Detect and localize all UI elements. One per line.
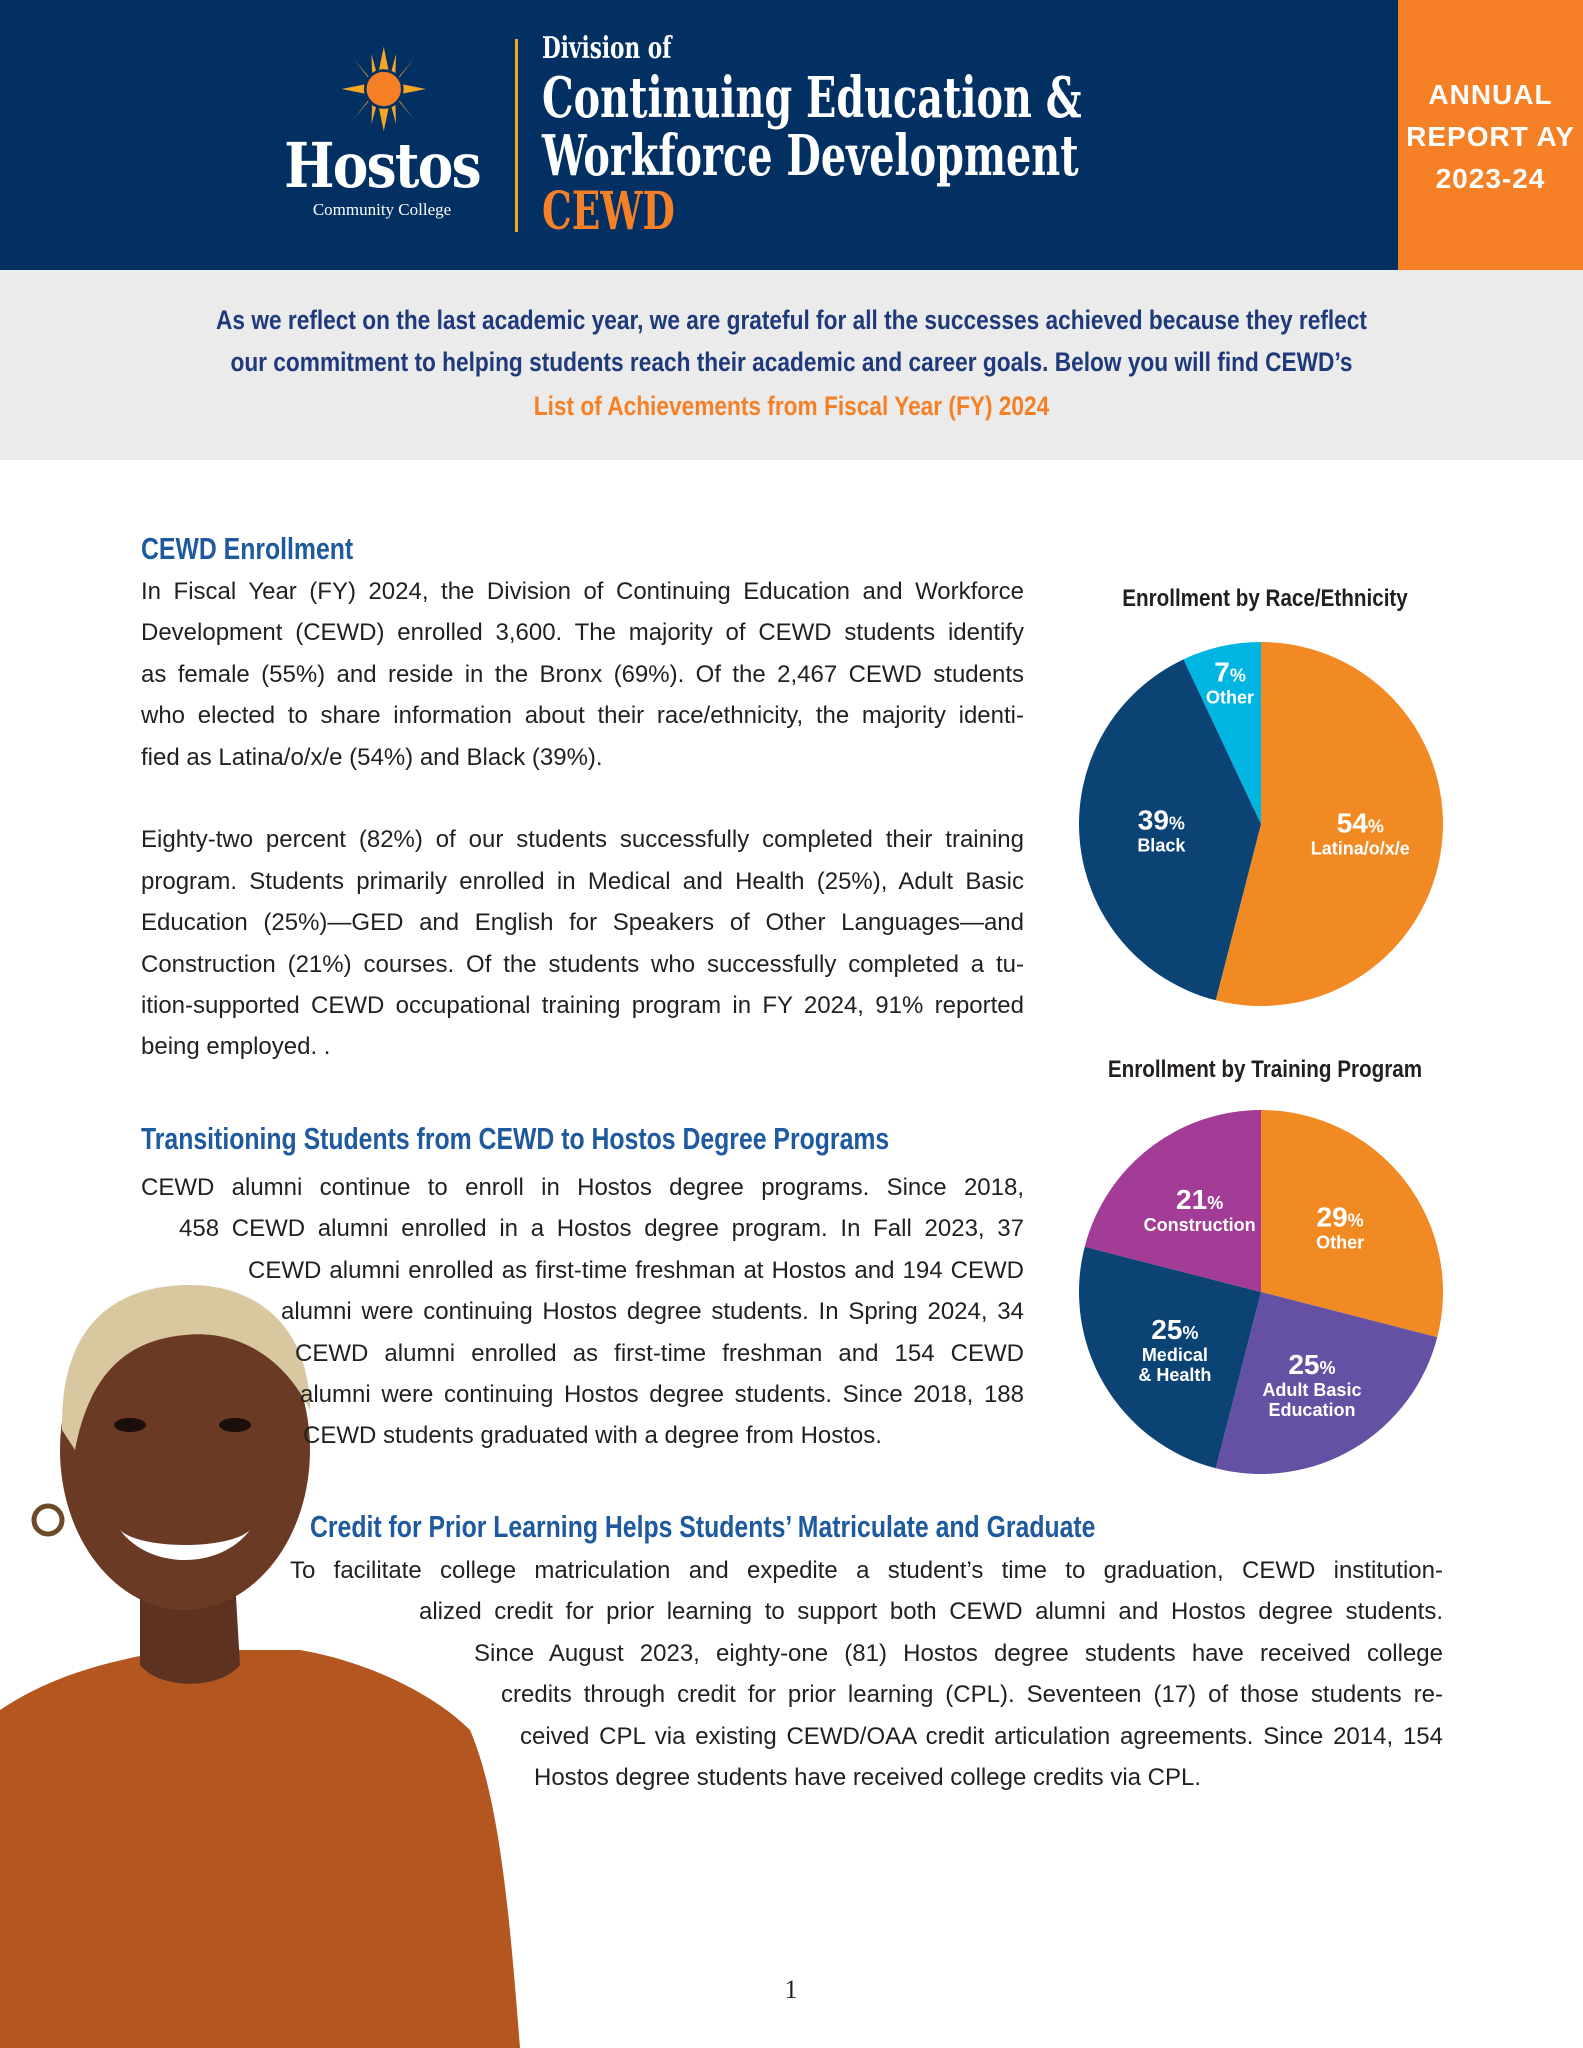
report-line: ANNUAL — [1428, 79, 1553, 110]
header-banner — [0, 0, 1398, 270]
student-photo — [0, 1285, 520, 2048]
race-ethnicity-pie: 54% Latina/o/x/e 39% Black 7% Other — [1079, 642, 1443, 1006]
paragraph-line: CEWD students graduated with a degree fr… — [303, 1422, 882, 1450]
section-heading: Transitioning Students from CEWD to Host… — [141, 1121, 890, 1156]
paragraph-line: To facilitate college matriculation and … — [290, 1557, 1443, 1584]
title-line-1: Continuing Education & — [542, 65, 1082, 131]
paragraph-line: as female (55%) and reside in the Bronx … — [141, 660, 1024, 688]
hostos-logo: Hostos Community College — [262, 45, 502, 225]
logo-wordmark: Hostos — [284, 129, 482, 202]
paragraph-line: alized credit for prior learning to supp… — [419, 1598, 1443, 1626]
pie-label: 25% Medical & Health — [1138, 1314, 1211, 1385]
transition-paragraph: CEWD alumni continue to enroll in Hostos… — [0, 1167, 1024, 1457]
header-divider — [515, 39, 518, 232]
enrollment-paragraph: In Fiscal Year (FY) 2024, the Division o… — [141, 571, 1024, 1068]
paragraph-line: In Fiscal Year (FY) 2024, the Division o… — [141, 578, 1024, 605]
report-line: REPORT AY — [1406, 121, 1575, 152]
paragraph-line: program. Students primarily enrolled in … — [141, 867, 1024, 895]
paragraph-line: Construction (21%) courses. Of the stude… — [141, 950, 1024, 978]
pie-label: 54% Latina/o/x/e — [1311, 808, 1410, 859]
title-line-2: Workforce Development — [542, 123, 1079, 189]
training-program-pie: 29% Other 25% Adult Basic Education 25% Medica… — [1079, 1110, 1443, 1474]
paragraph-line: fied as Latina/o/x/e (54%) and Black (39… — [141, 743, 603, 771]
pie-label: 29% Other — [1316, 1202, 1364, 1253]
pie-label: 21% Construction — [1144, 1184, 1256, 1235]
paragraph-line: Development (CEWD) enrolled 3,600. The m… — [141, 619, 1024, 647]
paragraph-line: 458 CEWD alumni enrolled in a Hostos deg… — [179, 1215, 1024, 1243]
chart-title: Enrollment by Training Program — [1107, 1056, 1423, 1083]
paragraph-line: credits through credit for prior learnin… — [501, 1681, 1443, 1709]
paragraph-line: Since August 2023, eighty-one (81) Hosto… — [474, 1639, 1443, 1667]
section-heading: Credit for Prior Learning Helps Students… — [310, 1509, 1096, 1544]
intro-line: our commitment to helping students reach… — [230, 347, 1353, 377]
paragraph-line: being employed. . — [141, 1033, 331, 1061]
pie-slice — [1215, 642, 1443, 1006]
paragraph-line: Hostos degree students have received col… — [534, 1763, 1202, 1791]
report-line: 2023-24 — [1435, 163, 1546, 194]
pie-label: 7% Other — [1206, 656, 1254, 707]
paragraph-line: CEWD alumni continue to enroll in Hostos… — [141, 1174, 1024, 1201]
title-acronym: CEWD — [542, 181, 675, 242]
paragraph-line: ceived CPL via existing CEWD/OAA credit … — [520, 1722, 1443, 1750]
pie-slice — [1261, 1110, 1443, 1338]
intro-line: As we reflect on the last academic year,… — [216, 305, 1367, 335]
annual-report-badge: ANNUAL REPORT AY 2023-24 — [1398, 0, 1583, 270]
pie-label: 39% Black — [1137, 804, 1186, 855]
sun-icon — [341, 46, 426, 132]
paragraph-line: Eighty-two percent (82%) of our students… — [141, 826, 1024, 854]
section-heading: CEWD Enrollment — [141, 531, 354, 566]
logo-subtitle: Community College — [312, 200, 452, 219]
chart-title: Enrollment by Race/Ethnicity — [1122, 585, 1408, 612]
pie-slice — [1079, 659, 1261, 1001]
pie-slice — [1079, 1246, 1261, 1469]
division-label: Division of — [542, 31, 672, 66]
pie-slice — [1215, 1292, 1438, 1474]
pie-slice — [1084, 1110, 1261, 1292]
pie-label: 25% Adult Basic Education — [1262, 1349, 1361, 1420]
paragraph-line: alumni were continuing Hostos degree stu… — [300, 1380, 1024, 1408]
intro-band: As we reflect on the last academic year,… — [0, 270, 1583, 460]
paragraph-line: CEWD alumni enrolled as first-time fresh… — [295, 1339, 1024, 1367]
paragraph-line: ition-supported CEWD occupational traini… — [141, 991, 1024, 1019]
page-number: 1 — [784, 1975, 798, 2004]
paragraph-line: alumni were continuing Hostos degree stu… — [281, 1298, 1024, 1326]
pie-slice — [1183, 642, 1261, 824]
paragraph-line: Education (25%)—GED and English for Spea… — [141, 909, 1024, 937]
paragraph-line: who elected to share information about t… — [141, 702, 1024, 730]
paragraph-line: CEWD alumni enrolled as first-time fresh… — [248, 1256, 1024, 1284]
cpl-paragraph: To facilitate college matriculation and … — [0, 1550, 1443, 1798]
intro-highlight: List of Achievements from Fiscal Year (F… — [533, 391, 1050, 421]
